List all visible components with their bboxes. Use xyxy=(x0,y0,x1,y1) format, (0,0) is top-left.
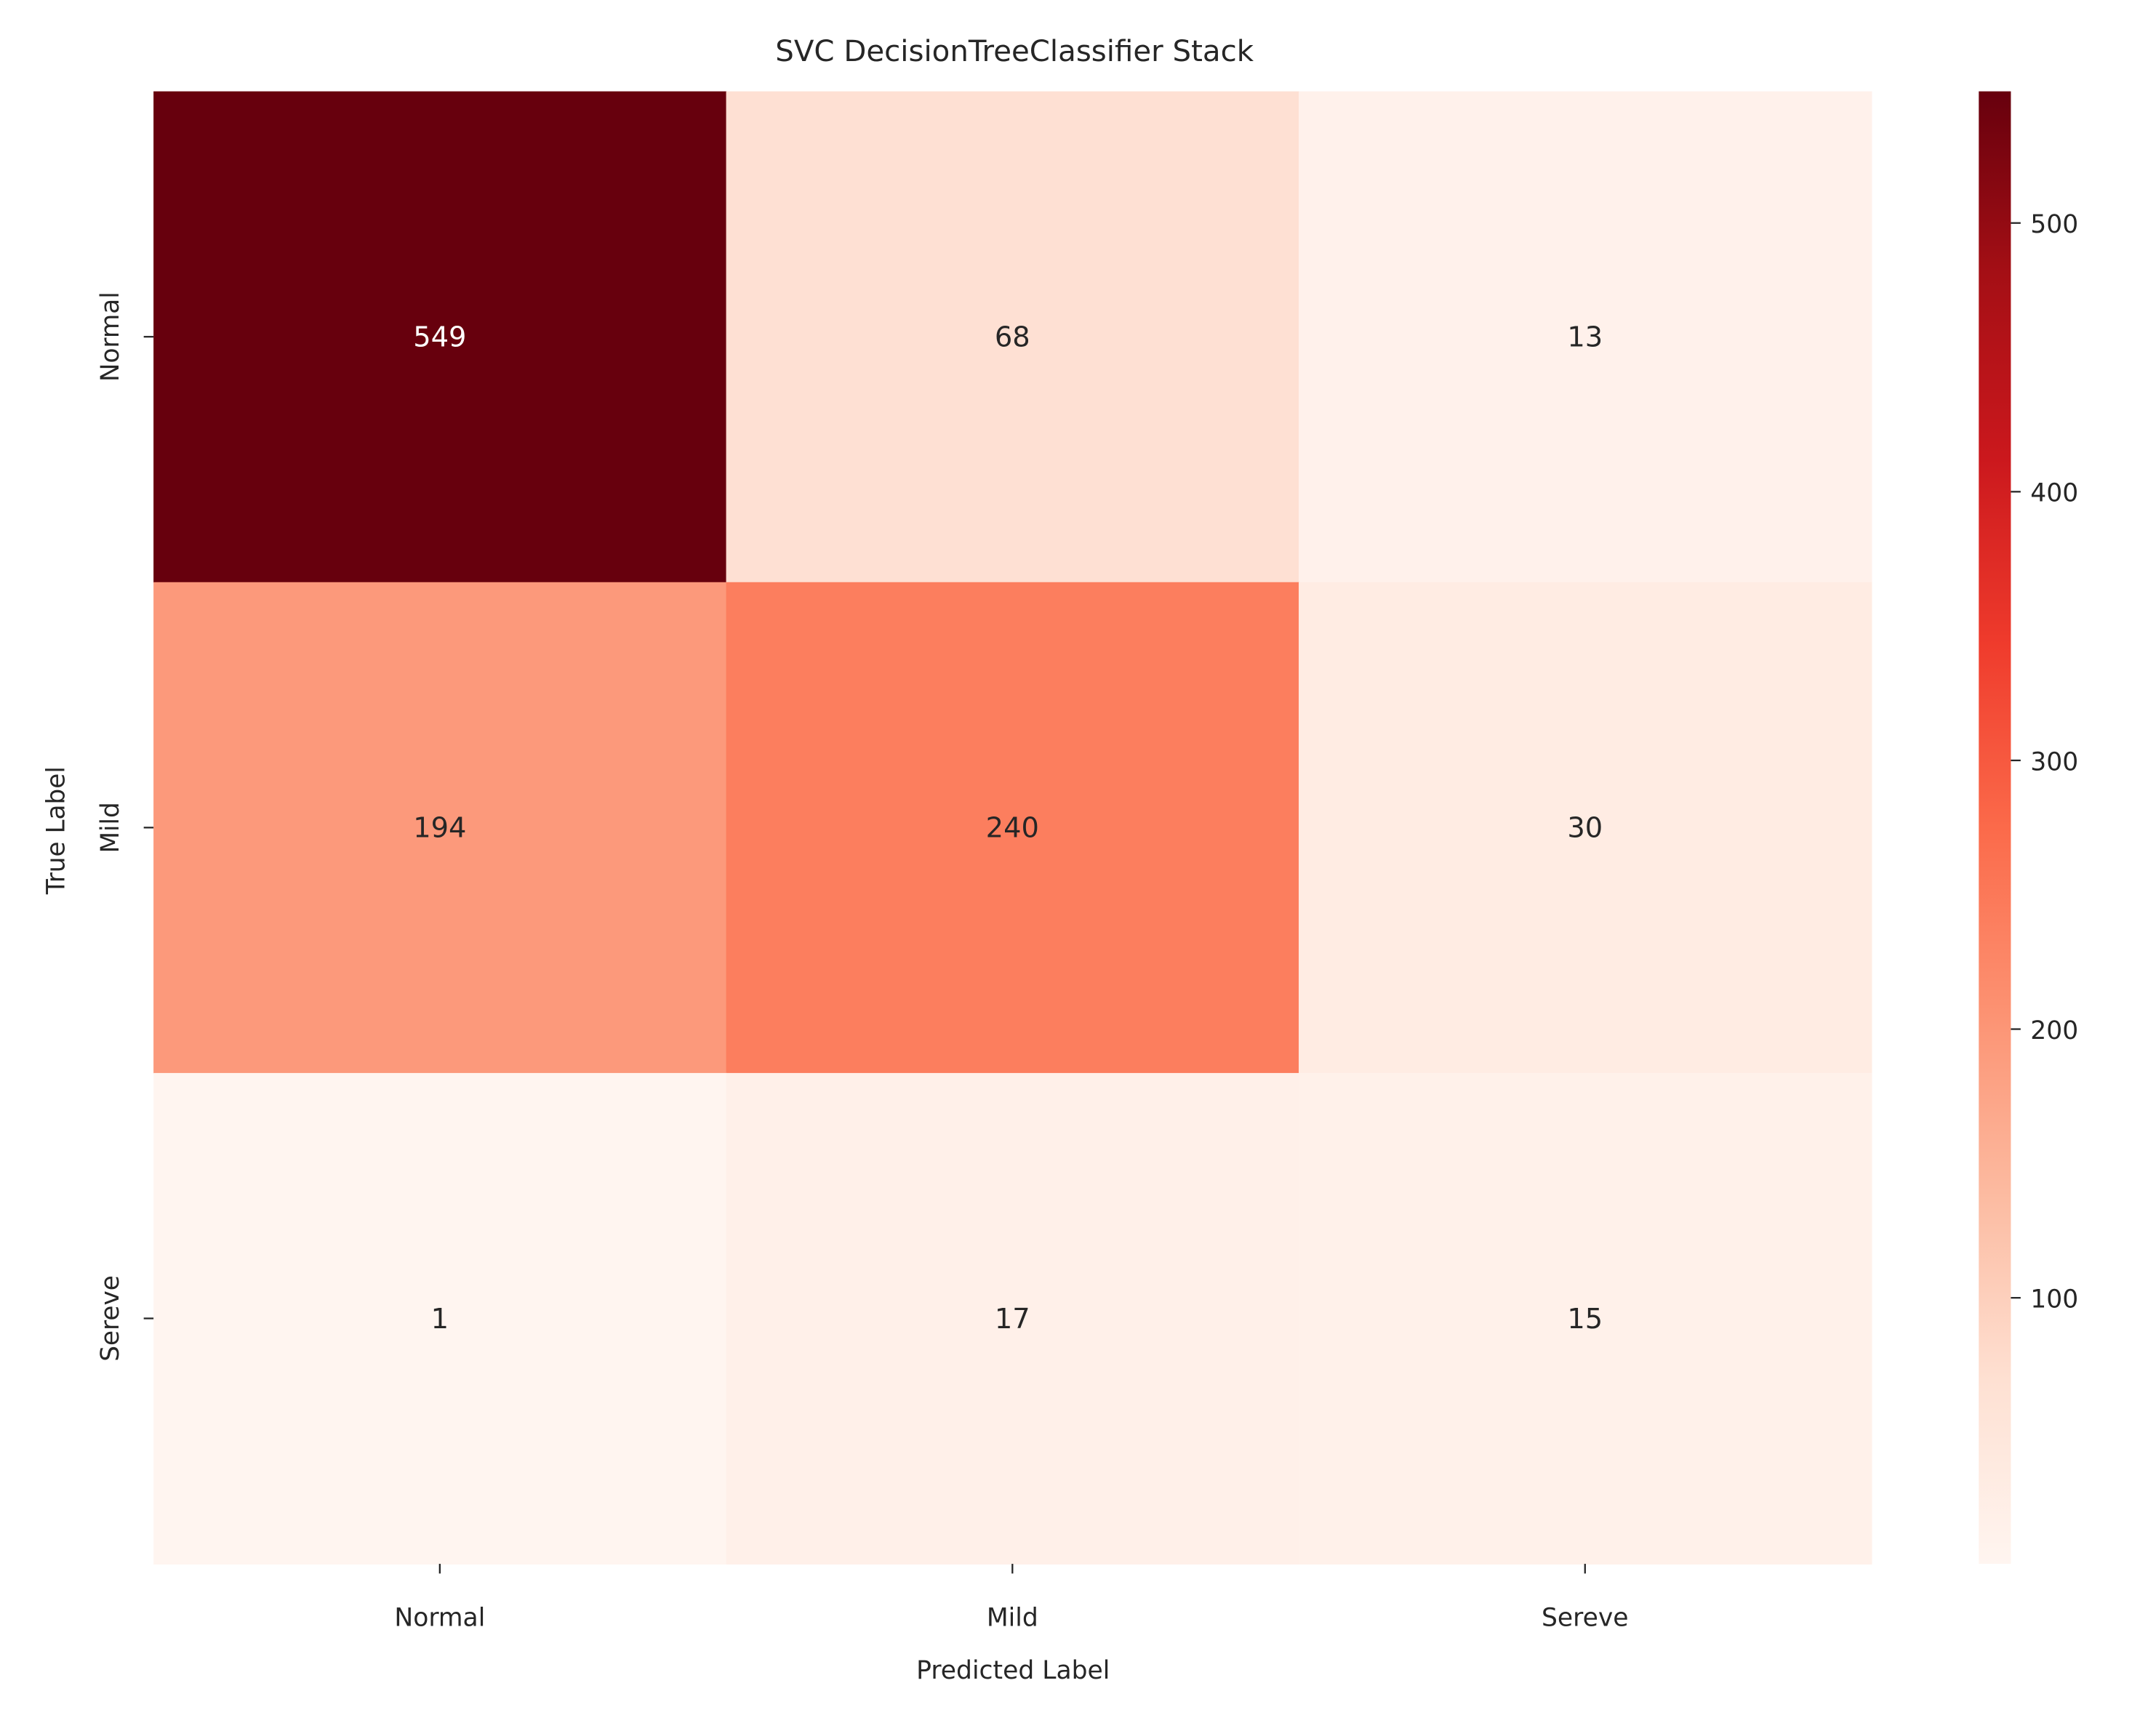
heatmap-cell-r1-c1 xyxy=(726,582,1300,1074)
x-tick-label-1: Mild xyxy=(987,1604,1038,1633)
colorbar-tick-label-1: 200 xyxy=(2030,1016,2078,1045)
y-tick-label-2: Sereve xyxy=(96,1275,125,1362)
heatmap-cell-label-r2-c1: 17 xyxy=(995,1304,1030,1336)
heatmap-cell-r1-c2 xyxy=(1299,582,1872,1074)
x-tick-label-2: Sereve xyxy=(1542,1604,1629,1633)
heatmap-cell-label-r2-c0: 1 xyxy=(431,1304,449,1336)
y-tick-label-0: Normal xyxy=(96,292,125,382)
heatmap-cell-label-r1-c0: 194 xyxy=(413,813,466,845)
colorbar-tick-label-4: 500 xyxy=(2030,210,2078,239)
y-tick-label-1: Mild xyxy=(96,802,125,853)
y-axis: Normal Mild Sereve xyxy=(96,292,154,1362)
heatmap-cell-r2-c0 xyxy=(153,1072,727,1565)
heatmap-cell-r1-c0 xyxy=(153,582,727,1074)
x-axis-label: Predicted Label xyxy=(916,1656,1110,1685)
y-axis-label: True Label xyxy=(41,766,71,895)
heatmap-cell-label-r0-c2: 13 xyxy=(1567,322,1603,354)
heatmap-cell-r0-c2 xyxy=(1299,91,1872,583)
heatmap-cell-r0-c0 xyxy=(153,91,727,583)
heatmap-cell-labels: 549 68 13 194 240 30 1 17 15 xyxy=(413,322,1603,1336)
colorbar-tick-label-2: 300 xyxy=(2030,747,2078,776)
x-tick-label-0: Normal xyxy=(394,1604,485,1633)
heatmap-cell-label-r1-c2: 30 xyxy=(1567,813,1603,845)
heatmap-cell-r0-c1 xyxy=(726,91,1300,583)
colorbar: 100 200 300 400 500 xyxy=(1979,91,2078,1565)
x-axis: Normal Mild Sereve xyxy=(394,1564,1629,1633)
heatmap-cell-label-r1-c1: 240 xyxy=(986,813,1039,845)
heatmap-cell-label-r2-c2: 15 xyxy=(1567,1304,1603,1336)
heatmap-cell-label-r0-c1: 68 xyxy=(995,322,1030,354)
heatmap-cells xyxy=(153,91,1872,1565)
heatmap-cell-r2-c2 xyxy=(1299,1072,1872,1565)
heatmap-cell-r2-c1 xyxy=(726,1072,1300,1565)
heatmap-cell-label-r0-c0: 549 xyxy=(413,322,466,354)
colorbar-tick-label-3: 400 xyxy=(2030,479,2078,508)
colorbar-tick-label-0: 100 xyxy=(2030,1285,2078,1314)
chart-title: SVC DecisionTreeClassifier Stack xyxy=(775,35,1254,68)
colorbar-gradient xyxy=(1979,91,2011,1565)
